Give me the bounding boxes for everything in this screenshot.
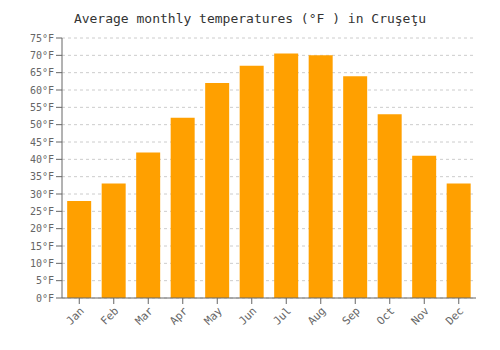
- svg-text:75°F: 75°F: [30, 33, 54, 44]
- svg-text:10°F: 10°F: [30, 258, 54, 269]
- svg-text:Jul: Jul: [271, 304, 294, 327]
- svg-text:May: May: [202, 304, 226, 328]
- svg-text:Oct: Oct: [374, 304, 397, 327]
- svg-text:70°F: 70°F: [30, 50, 54, 61]
- svg-text:30°F: 30°F: [30, 189, 54, 200]
- svg-text:Jan: Jan: [64, 304, 87, 327]
- svg-text:20°F: 20°F: [30, 223, 54, 234]
- svg-text:65°F: 65°F: [30, 67, 54, 78]
- svg-text:15°F: 15°F: [30, 241, 54, 252]
- svg-text:60°F: 60°F: [30, 85, 54, 96]
- svg-text:Feb: Feb: [98, 304, 121, 327]
- svg-text:Aug: Aug: [305, 304, 328, 327]
- svg-text:Jun: Jun: [236, 304, 259, 327]
- svg-text:35°F: 35°F: [30, 171, 54, 182]
- html-text:Average monthly temperatures (: Average monthly temperatures (°F ) in Cr…: [73, 11, 427, 26]
- svg-text:Sep: Sep: [340, 304, 363, 327]
- svg-text:50°F: 50°F: [30, 119, 54, 130]
- svg-text:5°F: 5°F: [36, 275, 54, 286]
- svg-text:Mar: Mar: [133, 304, 157, 328]
- svg-text:55°F: 55°F: [30, 102, 54, 113]
- svg-text:0°F: 0°F: [36, 293, 54, 304]
- svg-text:25°F: 25°F: [30, 206, 54, 217]
- svg-text:Nov: Nov: [409, 304, 433, 328]
- svg-text:Apr: Apr: [167, 304, 191, 328]
- svg-text:Dec: Dec: [443, 304, 466, 327]
- svg-text:40°F: 40°F: [30, 154, 54, 165]
- svg-text:45°F: 45°F: [30, 137, 54, 148]
